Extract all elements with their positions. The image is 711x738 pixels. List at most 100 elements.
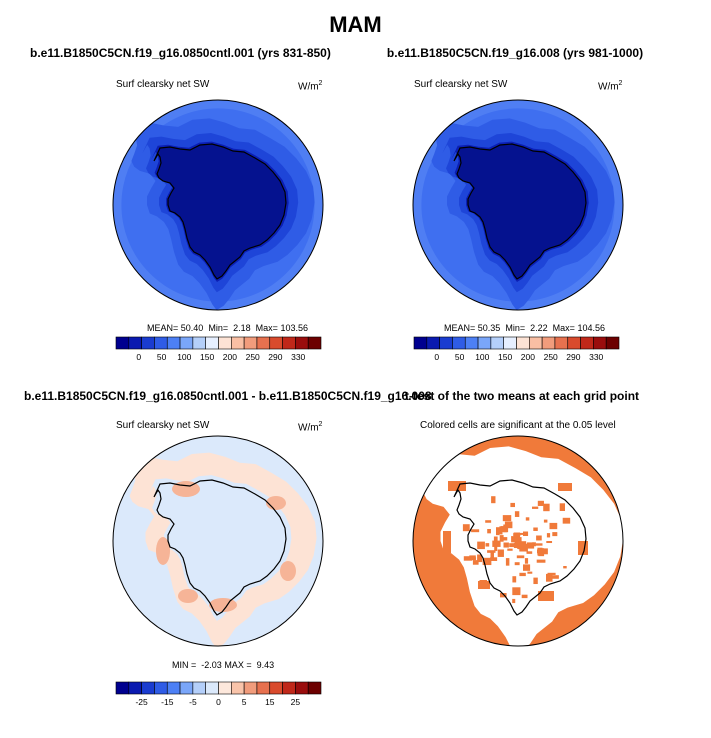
significant-cell: [549, 522, 558, 530]
significant-cell: [559, 503, 565, 511]
colorbar-tick-label: 150: [200, 352, 214, 362]
significant-cell: [518, 541, 527, 550]
significant-cell: [538, 591, 554, 601]
colorbar-tick-label: 0: [216, 697, 221, 707]
colorbar-box: [452, 336, 466, 350]
colorbar-tick-label: 50: [157, 352, 167, 362]
significant-cell: [494, 544, 498, 552]
significant-cell: [490, 551, 494, 560]
significant-cell: [505, 558, 510, 566]
significant-cell: [503, 524, 509, 533]
significant-cell: [492, 540, 501, 547]
significant-cell: [523, 564, 531, 571]
colorbar-box: [282, 681, 296, 695]
significant-cell: [497, 549, 504, 557]
colorbar-tick-label: 250: [544, 352, 558, 362]
colorbar-box: [128, 681, 142, 695]
map-fill-group: [413, 436, 623, 646]
significant-cell: [537, 547, 543, 556]
colorbar-box: [269, 681, 283, 695]
colorbar-tick-label: 200: [521, 352, 535, 362]
colorbar-box: [554, 336, 569, 350]
panel4-title: t-test of the two means at each grid poi…: [405, 389, 640, 403]
map-boundary: [112, 99, 324, 311]
colorbar-tick-label: 5: [242, 697, 247, 707]
significant-cell: [499, 526, 507, 533]
panel3-title: b.e11.B1850C5CN.f19_g16.0850cntl.001 - b…: [24, 389, 432, 403]
panel1-map: [112, 99, 324, 311]
diff-hotspot: [156, 537, 170, 565]
colorbar-box: [154, 336, 168, 350]
significant-cell: [516, 555, 525, 559]
significant-cell: [535, 543, 543, 546]
colorbar-box: [307, 336, 322, 350]
significant-cell: [520, 532, 524, 535]
panel2-stats: MEAN= 50.35 Min= 2.22 Max= 104.56: [444, 323, 605, 333]
colorbar-tick-label: -5: [189, 697, 197, 707]
significant-cell: [533, 577, 538, 585]
significant-cell: [499, 535, 504, 542]
panel2-units: W/m2: [598, 80, 623, 93]
colorbar-box: [503, 336, 517, 350]
colorbar-tick-label: 100: [475, 352, 489, 362]
significant-cell: [524, 558, 529, 564]
colorbar-box: [256, 336, 271, 350]
colorbar-box: [141, 681, 155, 695]
significant-cell: [552, 532, 558, 537]
significant-cell: [490, 557, 498, 561]
panel1-stats: MEAN= 50.40 Min= 2.18 Max= 103.56: [147, 323, 308, 333]
significant-cell: [537, 500, 544, 506]
diff-hotspot: [280, 561, 296, 581]
colorbar-box: [256, 681, 271, 695]
colorbar-tick-label: 290: [268, 352, 282, 362]
colorbar-tick-label: 0: [434, 352, 439, 362]
significant-cell: [491, 496, 496, 504]
significant-cell: [443, 531, 451, 553]
diff-hotspot: [266, 496, 286, 510]
panel1-units: W/m2: [298, 80, 323, 93]
panel3-units: W/m2: [298, 421, 323, 434]
colorbar-box: [218, 681, 232, 695]
significant-cell: [513, 533, 521, 537]
colorbar-box: [192, 681, 206, 695]
significant-cell: [550, 575, 559, 579]
significant-cell: [482, 557, 492, 566]
significant-cell: [502, 515, 512, 522]
colorbar-box: [593, 336, 607, 350]
colorbar-tick-label: 25: [291, 697, 301, 707]
diff-hotspot: [178, 589, 198, 603]
colorbar-box: [269, 336, 283, 350]
significant-cell: [514, 511, 520, 517]
significant-cell: [562, 517, 571, 524]
colorbar-box: [179, 681, 194, 695]
colorbar-box: [205, 336, 219, 350]
map-boundary: [412, 99, 624, 311]
significant-cell: [532, 506, 539, 509]
colorbar-box: [282, 336, 296, 350]
colorbar-box: [243, 336, 258, 350]
significant-cell: [558, 483, 572, 491]
colorbar-box: [218, 336, 232, 350]
panel4-map: [412, 435, 624, 647]
colorbar-box: [166, 336, 181, 350]
panel2-map: [412, 99, 624, 311]
colorbar-box: [231, 681, 245, 695]
significant-cell: [514, 562, 520, 566]
significant-cell: [478, 581, 490, 589]
colorbar-box: [243, 681, 258, 695]
significant-cell: [448, 481, 466, 491]
antarctica-coastline: [453, 479, 587, 616]
significant-cell: [512, 598, 516, 604]
colorbar-tick-label: 15: [265, 697, 275, 707]
significant-cell: [485, 520, 492, 523]
significant-cell: [540, 548, 548, 555]
significant-cell: [507, 548, 513, 551]
significant-cell: [536, 559, 546, 563]
panel4-field-label: Colored cells are significant at the 0.0…: [420, 420, 616, 431]
diff-inner-background: [148, 475, 292, 621]
colorbar-box: [490, 336, 504, 350]
significant-cell: [533, 527, 538, 531]
significant-cell: [509, 543, 516, 548]
colorbar-box: [179, 336, 194, 350]
region-interior: [454, 144, 586, 279]
